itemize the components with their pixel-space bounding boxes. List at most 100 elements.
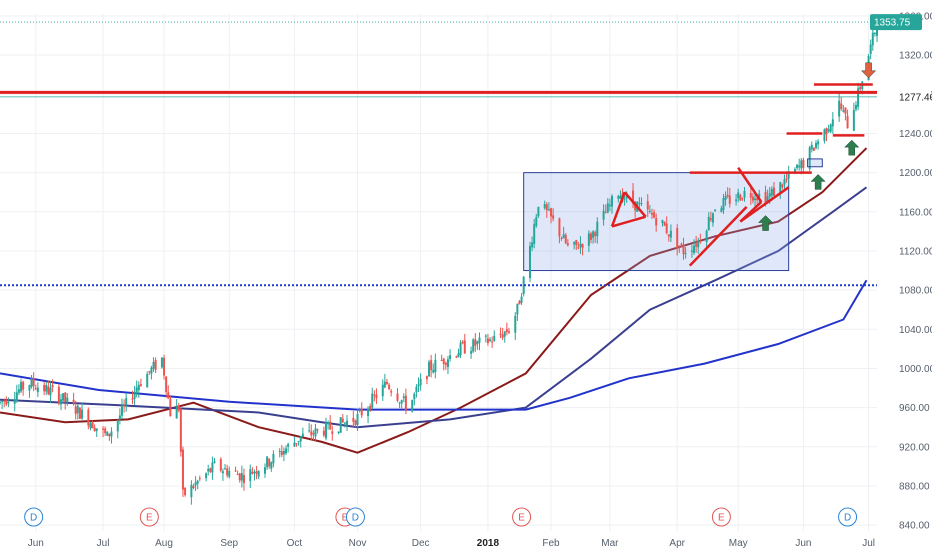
candle-body-239 — [699, 240, 702, 242]
candle-body-179 — [522, 276, 525, 294]
candle-body-19 — [51, 385, 54, 388]
time-tick-label-7: 2018 — [477, 538, 500, 549]
candle-body-275 — [808, 147, 811, 169]
candle-body-50 — [146, 373, 149, 388]
moving-averages — [0, 147, 868, 454]
candle-body-101 — [295, 443, 298, 445]
candle-body-75 — [219, 459, 222, 471]
candle-body-187 — [547, 209, 550, 211]
time-tick-label-3: Sep — [220, 538, 238, 549]
candle-body-138 — [402, 396, 405, 399]
candle-body-215 — [632, 190, 635, 204]
horizontal-levels — [0, 21, 877, 287]
candle-body-68 — [196, 480, 199, 484]
triangle-b-base — [739, 186, 790, 223]
candle-body-266 — [781, 184, 784, 188]
candle-body-26 — [74, 406, 77, 414]
candle-body-45 — [131, 398, 134, 400]
candle-body-166 — [486, 338, 489, 344]
small-box — [807, 158, 823, 168]
candle-body-207 — [606, 203, 609, 213]
event-badge-1: E — [146, 513, 153, 524]
candle-body-128 — [373, 394, 376, 396]
candle-body-242 — [709, 218, 712, 220]
candle-body-39 — [110, 431, 113, 437]
candle-body-35 — [102, 428, 105, 430]
candle-body-61 — [177, 405, 180, 411]
candle-body-272 — [798, 165, 801, 168]
event-badge-5: E — [718, 513, 725, 524]
candle-body-51 — [148, 371, 151, 373]
candle-body-279 — [817, 141, 820, 145]
candle-body-136 — [398, 402, 401, 404]
candle-body-254 — [743, 190, 746, 198]
candle-body-150 — [440, 359, 443, 361]
candle-body-6 — [15, 392, 18, 402]
candle-body-174 — [507, 331, 510, 333]
event-badge-6: D — [844, 513, 851, 524]
candle-body-7 — [17, 389, 20, 393]
candle-body-247 — [724, 196, 727, 200]
time-axis[interactable]: Jun Jul Aug Sep Oct Nov Dec 2018 Feb Mar Apr May Jun… — [28, 538, 875, 549]
candle-body-193 — [564, 234, 567, 244]
candle-body-33 — [93, 427, 96, 431]
candlesticks — [0, 25, 878, 505]
candle-body-219 — [640, 203, 643, 205]
candle-body-11 — [30, 378, 33, 387]
candle-body-255 — [749, 193, 752, 198]
candle-body-274 — [802, 159, 805, 168]
candle-body-194 — [566, 243, 569, 246]
candle-body-134 — [390, 391, 393, 393]
candle-body-245 — [720, 208, 723, 213]
candle-body-273 — [800, 160, 803, 169]
candle-body-53 — [152, 361, 155, 369]
candle-body-100 — [293, 442, 296, 447]
candle-body-141 — [413, 393, 416, 400]
candle-body-42 — [120, 405, 123, 416]
moving-average-line-2 — [0, 279, 868, 411]
candle-body-171 — [501, 334, 504, 338]
candle-body-43 — [123, 405, 126, 407]
candle-body-286 — [840, 103, 843, 110]
candle-body-292 — [857, 88, 860, 107]
candle-body-23 — [64, 392, 67, 402]
candle-body-153 — [446, 359, 449, 368]
candle-body-130 — [381, 384, 384, 397]
candle-body-233 — [682, 244, 685, 255]
candle-body-116 — [339, 417, 342, 433]
candle-body-131 — [383, 381, 386, 388]
candle-body-196 — [575, 240, 578, 246]
candle-body-112 — [327, 422, 330, 425]
candle-body-69 — [198, 478, 201, 480]
candle-body-86 — [251, 471, 254, 474]
candle-body-122 — [356, 413, 359, 425]
rising-trendline — [688, 206, 748, 267]
candle-body-0 — [0, 401, 1, 403]
candle-body-206 — [604, 212, 607, 214]
candle-body-58 — [167, 392, 170, 399]
candle-body-152 — [444, 362, 447, 365]
candle-body-261 — [766, 196, 769, 202]
time-tick-label-8: Feb — [542, 538, 560, 549]
candle-body-117 — [341, 418, 344, 423]
candle-body-5 — [13, 399, 16, 404]
candle-body-170 — [499, 333, 502, 335]
candle-body-4 — [7, 401, 10, 404]
candle-body-173 — [505, 329, 508, 333]
price-tick-label-5: 1040.00 — [899, 325, 932, 336]
candle-body-104 — [301, 433, 304, 437]
candle-body-139 — [404, 395, 407, 411]
candle-body-236 — [693, 245, 696, 253]
candle-body-111 — [324, 422, 327, 439]
candle-body-65 — [190, 484, 193, 498]
candle-body-267 — [783, 179, 786, 185]
candle-body-210 — [617, 196, 620, 199]
candle-body-25 — [72, 399, 75, 404]
candle-body-259 — [758, 193, 761, 198]
candle-body-209 — [611, 196, 614, 207]
triangle-a-side-3 — [610, 191, 626, 227]
candle-body-204 — [596, 221, 599, 237]
candle-body-246 — [722, 198, 725, 211]
